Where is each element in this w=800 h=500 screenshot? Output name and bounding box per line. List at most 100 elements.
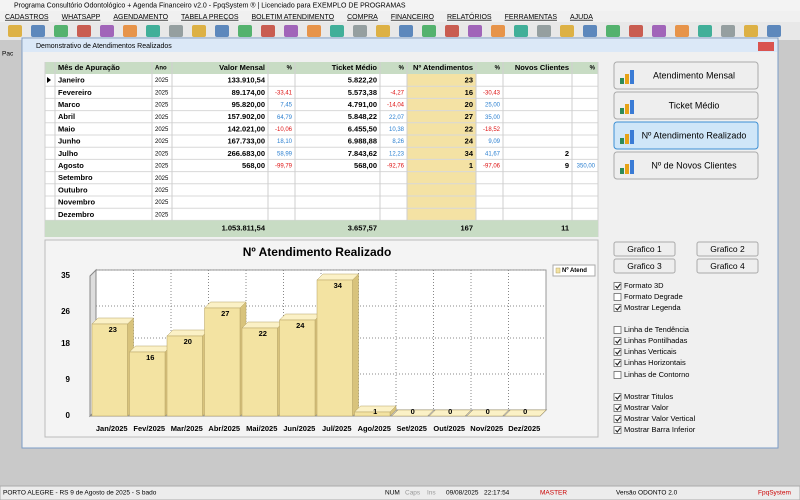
- toolbar-icon[interactable]: [744, 25, 758, 37]
- toolbar-icon[interactable]: [169, 25, 183, 37]
- toolbar-icon[interactable]: [606, 25, 620, 37]
- checkbox[interactable]: [613, 404, 622, 412]
- checkbox-label[interactable]: Linhas Horizontais: [624, 358, 686, 367]
- toolbar-icon[interactable]: [100, 25, 114, 37]
- checkbox[interactable]: [613, 348, 622, 356]
- toolbar-icon[interactable]: [215, 25, 229, 37]
- checkbox-label[interactable]: Linhas de Contorno: [624, 370, 689, 379]
- toolbar-icon[interactable]: [146, 25, 160, 37]
- toolbar-icon[interactable]: [353, 25, 367, 37]
- checkbox[interactable]: [613, 337, 622, 345]
- report-button[interactable]: [613, 151, 759, 180]
- checkbox[interactable]: [613, 282, 622, 290]
- toolbar-icon[interactable]: [445, 25, 459, 37]
- toolbar-icon[interactable]: [560, 25, 574, 37]
- toolbar-icon[interactable]: [399, 25, 413, 37]
- report-button[interactable]: [613, 121, 759, 150]
- toolbar-icon[interactable]: [537, 25, 551, 37]
- checkbox-label[interactable]: Mostrar Titulos: [624, 392, 673, 401]
- menu-item[interactable]: RELATÓRIOS: [447, 12, 492, 21]
- toolbar-icon[interactable]: [422, 25, 436, 37]
- checkbox-check[interactable]: [615, 305, 621, 311]
- table-cell: -10,06: [275, 127, 293, 133]
- toolbar-icon[interactable]: [468, 25, 482, 37]
- toolbar-icon[interactable]: [238, 25, 252, 37]
- checkbox-label[interactable]: Mostrar Barra Inferior: [624, 425, 696, 434]
- toolbar-icon[interactable]: [491, 25, 505, 37]
- menu-item[interactable]: AJUDA: [570, 14, 593, 21]
- menu-item[interactable]: COMPRA: [347, 14, 378, 21]
- toolbar-icon[interactable]: [652, 25, 666, 37]
- checkbox[interactable]: [613, 415, 622, 423]
- close-button[interactable]: [758, 42, 774, 51]
- toolbar-icon[interactable]: [77, 25, 91, 37]
- toolbar-icon[interactable]: [629, 25, 643, 37]
- checkbox-check[interactable]: [615, 349, 621, 355]
- chart-button[interactable]: [613, 258, 676, 274]
- checkbox-label[interactable]: Linhas Pontilhadas: [624, 336, 688, 345]
- table-cell: 22: [465, 124, 473, 133]
- menu-item[interactable]: CADASTROS: [5, 14, 49, 21]
- chart-button-label[interactable]: Grafico 4: [710, 261, 745, 271]
- checkbox[interactable]: [613, 359, 622, 367]
- checkbox-label[interactable]: Mostrar Valor Vertical: [624, 414, 695, 423]
- checkbox-label[interactable]: Linhas Verticais: [624, 347, 677, 356]
- chart-button[interactable]: [613, 241, 676, 257]
- report-button-label[interactable]: Nº Atendimento Realizado: [642, 130, 747, 140]
- toolbar-icon[interactable]: [284, 25, 298, 37]
- toolbar-icon[interactable]: [192, 25, 206, 37]
- toolbar-icon[interactable]: [767, 25, 781, 37]
- checkbox-check[interactable]: [615, 405, 621, 411]
- menu-item[interactable]: FERRAMENTAS: [505, 14, 558, 21]
- chart-button-label[interactable]: Grafico 2: [710, 244, 745, 254]
- table-cell: 10,38: [389, 127, 405, 133]
- report-button-label[interactable]: Nº de Novos Clientes: [651, 160, 737, 170]
- bar: [503, 409, 547, 417]
- table-cell: 5.848,22: [348, 112, 377, 121]
- toolbar-icon[interactable]: [514, 25, 528, 37]
- toolbar-icon[interactable]: [675, 25, 689, 37]
- chart-button-label[interactable]: Grafico 3: [627, 261, 662, 271]
- menu-item[interactable]: FINANCEIRO: [391, 14, 435, 21]
- checkbox-check[interactable]: [615, 416, 621, 422]
- checkbox[interactable]: [613, 426, 622, 434]
- toolbar-icon[interactable]: [376, 25, 390, 37]
- checkbox[interactable]: [613, 326, 622, 334]
- toolbar-icon[interactable]: [307, 25, 321, 37]
- toolbar-icon[interactable]: [8, 25, 22, 37]
- checkbox-check[interactable]: [615, 360, 621, 366]
- checkbox-check[interactable]: [615, 394, 621, 400]
- report-button-label[interactable]: Ticket Médio: [669, 100, 720, 110]
- checkbox-check[interactable]: [615, 338, 621, 344]
- checkbox[interactable]: [613, 393, 622, 401]
- checkbox[interactable]: [613, 304, 622, 312]
- toolbar-icon[interactable]: [54, 25, 68, 37]
- menu-item[interactable]: BOLETIM ATENDIMENTO: [252, 14, 335, 21]
- table-cell: 9: [565, 161, 569, 170]
- report-button-label[interactable]: Atendimento Mensal: [653, 70, 735, 80]
- checkbox-label[interactable]: Formato Degrade: [624, 292, 683, 301]
- checkbox-label[interactable]: Linha de Tendência: [624, 325, 690, 334]
- toolbar-icon[interactable]: [123, 25, 137, 37]
- toolbar-icon[interactable]: [721, 25, 735, 37]
- menu-item[interactable]: AGENDAMENTO: [113, 14, 168, 21]
- toolbar-icon[interactable]: [261, 25, 275, 37]
- checkbox-check[interactable]: [615, 283, 621, 289]
- checkbox-label[interactable]: Mostrar Legenda: [624, 303, 682, 312]
- toolbar-icon[interactable]: [698, 25, 712, 37]
- toolbar-icon[interactable]: [31, 25, 45, 37]
- checkbox[interactable]: [613, 293, 622, 301]
- menu-item[interactable]: TABELA PREÇOS: [181, 14, 239, 21]
- toolbar-icon[interactable]: [330, 25, 344, 37]
- chart-button-label[interactable]: Grafico 1: [627, 244, 662, 254]
- report-button[interactable]: [613, 91, 759, 120]
- toolbar-icon[interactable]: [583, 25, 597, 37]
- checkbox[interactable]: [613, 371, 622, 379]
- checkbox-label[interactable]: Mostrar Valor: [624, 403, 669, 412]
- checkbox-label[interactable]: Formato 3D: [624, 281, 664, 290]
- report-button[interactable]: [613, 61, 759, 90]
- menu-item[interactable]: WHATSAPP: [62, 14, 101, 21]
- checkbox-check[interactable]: [615, 427, 621, 433]
- chart-button[interactable]: [696, 241, 759, 257]
- chart-button[interactable]: [696, 258, 759, 274]
